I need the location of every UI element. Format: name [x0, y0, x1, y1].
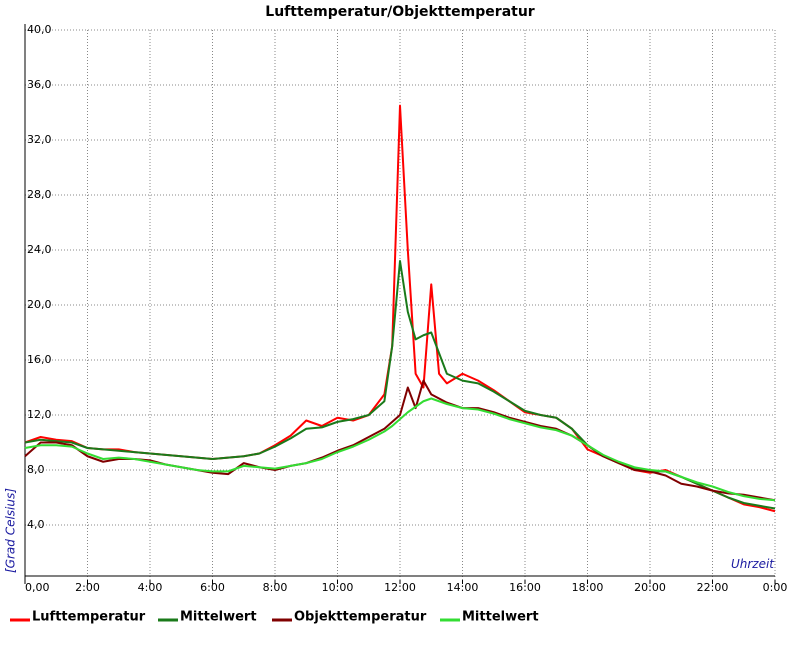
legend-label: Mittelwert — [462, 610, 539, 625]
x-tick-label: 0:00 — [763, 581, 788, 594]
x-tick-label: 12:00 — [384, 581, 416, 594]
x-tick-label: 6:00 — [200, 581, 225, 594]
x-tick-label: 16:00 — [509, 581, 541, 594]
x-tick-label: 14:00 — [447, 581, 479, 594]
legend-label: Mittelwert — [180, 610, 257, 625]
series-line — [24, 397, 776, 502]
y-tick-label: 24,0 — [27, 243, 52, 256]
y-tick-label: 20,0 — [27, 298, 52, 311]
y-tick-label: 8,0 — [27, 463, 45, 476]
y-tick-label: 12,0 — [27, 408, 52, 421]
x-axis-label: Uhrzeit — [731, 557, 775, 571]
y-tick-label: 4,0 — [27, 518, 45, 531]
y-tick-label: 16,0 — [27, 353, 52, 366]
x-tick-label: 20:00 — [634, 581, 666, 594]
chart-title: Lufttemperatur/Objekttemperatur — [265, 4, 535, 20]
y-axis-label: [Grad Celsius] — [4, 488, 18, 573]
x-tick-label: 18:00 — [572, 581, 604, 594]
legend-label: Lufttemperatur — [32, 610, 146, 625]
x-tick-label: 10:00 — [322, 581, 354, 594]
x-tick-label: 0,00 — [25, 581, 50, 594]
x-tick-label: 4:00 — [138, 581, 163, 594]
x-tick-label: 2:00 — [75, 581, 100, 594]
x-tick-label: 8:00 — [263, 581, 288, 594]
series-line — [24, 379, 776, 502]
y-tick-label: 32,0 — [27, 133, 52, 146]
legend-label: Objekttemperatur — [294, 610, 427, 625]
y-tick-label: 36,0 — [27, 78, 52, 91]
x-tick-label: 22:00 — [697, 581, 729, 594]
y-tick-label: 40,0 — [27, 23, 52, 36]
y-tick-label: 28,0 — [27, 188, 52, 201]
